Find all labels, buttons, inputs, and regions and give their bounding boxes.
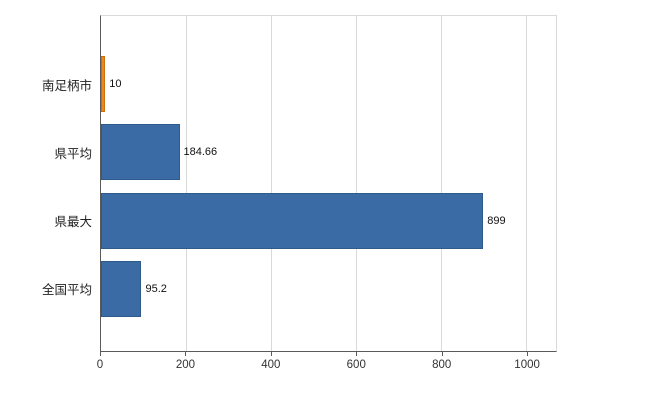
- x-axis: 0 200 400 600 800 1000: [96, 352, 557, 378]
- gridline: [526, 16, 528, 351]
- x-tick-label: 1000: [514, 359, 540, 371]
- x-tick: [441, 352, 443, 356]
- bar-pref-max: [101, 192, 484, 249]
- value-label-pref-max: 899: [487, 214, 506, 227]
- gridline: [441, 16, 443, 351]
- x-tick-label: 400: [261, 359, 281, 371]
- bar-row-minamiashigara: 南足柄市 10: [42, 50, 556, 118]
- bar-row-pref-average: 県平均 184.66: [54, 118, 556, 186]
- value-label-national-average: 95.2: [145, 282, 167, 295]
- x-tick: [100, 352, 101, 356]
- x-tick-label: 0: [96, 359, 104, 371]
- bar-row-pref-max: 県最大 899: [54, 187, 556, 255]
- x-tick: [356, 352, 358, 356]
- bar-pref-average: [101, 124, 180, 181]
- x-tick-label: 600: [346, 359, 366, 371]
- category-label-pref-average: 県平均: [54, 146, 92, 161]
- x-tick: [527, 352, 529, 356]
- category-label-national-average: 全国平均: [41, 283, 92, 298]
- value-label-minamiashigara: 10: [109, 78, 122, 91]
- x-tick-label: 800: [432, 359, 452, 371]
- gridline: [271, 16, 273, 351]
- category-label-minamiashigara: 南足柄市: [41, 78, 92, 93]
- bar-national-average: [101, 260, 142, 317]
- x-tick-label: 200: [175, 359, 195, 371]
- category-label-pref-max: 県最大: [54, 215, 92, 230]
- bar-row-national-average: 全国平均 95.2: [42, 255, 556, 323]
- bar-minamiashigara: [101, 56, 106, 113]
- bar-rows: 南足柄市 10 県平均 184.66 県最大 899 全国平均 95.2: [42, 50, 556, 323]
- gridline: [356, 16, 358, 351]
- x-tick: [185, 352, 187, 356]
- gridlines: [101, 16, 556, 351]
- plot-area: 南足柄市 10 県平均 184.66 県最大 899 全国平均 95.2: [42, 15, 557, 352]
- x-tick: [270, 352, 272, 356]
- gridline: [186, 16, 188, 351]
- value-label-pref-average: 184.66: [183, 146, 218, 159]
